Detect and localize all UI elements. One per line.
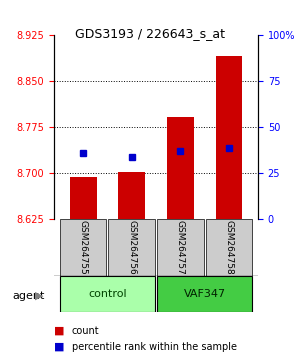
- Text: ■: ■: [54, 342, 64, 352]
- Text: percentile rank within the sample: percentile rank within the sample: [72, 342, 237, 352]
- Bar: [70, 177, 97, 219]
- Text: ▶: ▶: [35, 291, 44, 301]
- Text: GDS3193 / 226643_s_at: GDS3193 / 226643_s_at: [75, 27, 225, 40]
- Bar: [167, 117, 194, 219]
- Text: GSM264755: GSM264755: [79, 221, 88, 275]
- Text: count: count: [72, 326, 100, 336]
- Text: GSM264758: GSM264758: [224, 221, 233, 275]
- FancyBboxPatch shape: [108, 219, 155, 276]
- FancyBboxPatch shape: [60, 219, 106, 276]
- Bar: [118, 172, 145, 219]
- Text: VAF347: VAF347: [184, 289, 226, 299]
- FancyBboxPatch shape: [157, 219, 204, 276]
- Bar: [215, 56, 242, 219]
- FancyBboxPatch shape: [60, 276, 155, 312]
- Text: GSM264757: GSM264757: [176, 221, 185, 275]
- FancyBboxPatch shape: [206, 219, 252, 276]
- FancyBboxPatch shape: [157, 276, 252, 312]
- Text: GSM264756: GSM264756: [127, 221, 136, 275]
- Text: ■: ■: [54, 326, 64, 336]
- Text: agent: agent: [12, 291, 44, 301]
- Text: control: control: [88, 289, 127, 299]
